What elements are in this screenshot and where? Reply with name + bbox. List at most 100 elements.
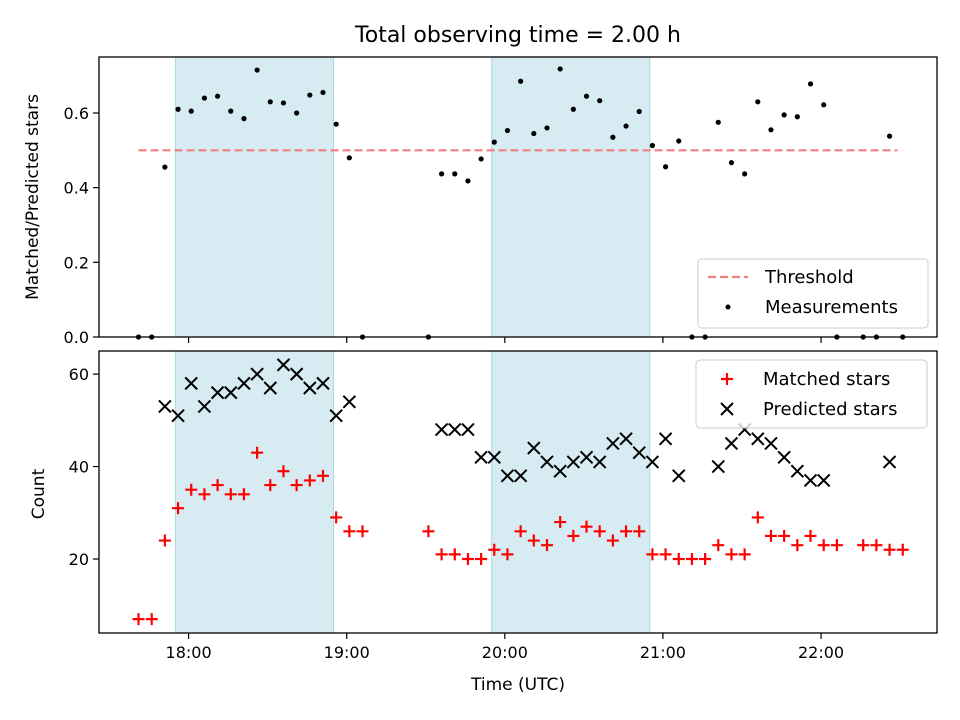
measurement-point (636, 108, 642, 115)
predicted-stars-point (645, 455, 660, 469)
measurement-point (465, 178, 471, 184)
measurement-point (597, 98, 603, 104)
matched-stars-point (158, 534, 171, 547)
top-ytick-label: 0.4 (64, 179, 89, 198)
predicted-stars-point (540, 455, 554, 469)
matched-stars-point (422, 525, 435, 538)
matched-stars-point (145, 613, 158, 626)
matched-stars-point (804, 529, 817, 542)
shaded-interval (491, 56, 651, 338)
bottom-xtick-label: 18:00 (166, 643, 212, 662)
matched-stars-point (567, 529, 580, 542)
matched-stars-point (646, 548, 659, 561)
matched-stars-point (251, 446, 264, 459)
measurement-point (346, 155, 352, 161)
measurement-point (452, 171, 458, 177)
legend-predicted-label: Predicted stars (763, 399, 897, 420)
matched-stars-point (303, 474, 316, 487)
matched-stars-point (475, 553, 488, 566)
predicted-stars-point (316, 376, 330, 391)
matched-stars-point (356, 525, 369, 538)
matched-stars-point (764, 529, 777, 542)
matched-stars-point (699, 553, 712, 566)
matched-stars-point (685, 553, 698, 566)
predicted-stars-point (764, 436, 778, 451)
measurement-point (175, 106, 181, 112)
predicted-stars-point (500, 469, 515, 483)
measurement-point (504, 127, 511, 134)
matched-stars-point (580, 520, 593, 533)
matched-stars-point (738, 548, 751, 561)
top-legend-box (697, 258, 929, 329)
matched-stars-point (527, 534, 540, 547)
measurement-point (728, 160, 735, 166)
predicted-stars-point (224, 385, 238, 400)
matched-stars-point (817, 539, 830, 552)
matched-stars-point (435, 548, 448, 561)
predicted-stars-point (790, 464, 805, 478)
matched-stars-point (540, 539, 553, 552)
bottom-ytick-label: 40 (69, 458, 89, 477)
predicted-stars-point (329, 409, 343, 423)
measurement-point (254, 67, 260, 73)
bottom-xtick-label: 20:00 (482, 643, 528, 662)
measurement-point (676, 138, 682, 144)
matched-stars-point (896, 543, 909, 556)
matched-stars-point (659, 548, 672, 561)
measurement-point (188, 108, 194, 114)
matched-stars-point (198, 488, 211, 501)
top-ylabel: Matched/Predicted stars (23, 94, 43, 300)
measurement-point (438, 171, 445, 177)
predicted-stars-point (751, 432, 765, 446)
chart-title: Total observing time = 2.00 h (354, 23, 681, 48)
shaded-interval (491, 350, 651, 634)
matched-stars-point (277, 465, 290, 478)
measurement-point (570, 106, 576, 112)
measurement-point (491, 139, 497, 145)
bottom-xlabel: Time (UTC) (470, 675, 565, 695)
matched-stars-point (725, 548, 738, 561)
matched-stars-point (343, 525, 356, 538)
legend-matched-swatch (721, 373, 733, 385)
legend-measurements-label: Measurements (765, 297, 898, 318)
measurement-point (162, 164, 168, 170)
matched-stars-point (132, 613, 145, 626)
top-legend: Threshold Measurements (697, 258, 929, 329)
bottom-legend-box (695, 359, 928, 429)
predicted-stars-point (434, 422, 449, 437)
predicted-stars-point (803, 473, 818, 488)
matched-stars-point (751, 511, 764, 524)
measurement-point (886, 133, 893, 139)
measurement-point (715, 119, 721, 125)
matched-stars-point (211, 479, 224, 492)
legend-matched-label: Matched stars (763, 369, 890, 390)
matched-stars-point (593, 525, 606, 538)
measurement-point (333, 121, 339, 127)
predicted-stars-point (619, 432, 633, 446)
matched-stars-point (830, 539, 843, 552)
measurement-point (623, 123, 629, 129)
measurement-point (610, 134, 616, 140)
predicted-stars-point (250, 367, 264, 381)
predicted-stars-point (303, 381, 317, 395)
measurement-point (214, 93, 221, 99)
measurement-point (742, 171, 748, 177)
predicted-stars-point (527, 441, 541, 455)
matched-stars-point (554, 516, 567, 529)
matched-stars-point (290, 479, 303, 492)
matched-stars-point (185, 483, 198, 496)
measurement-point (201, 95, 208, 101)
measurement-point (781, 112, 787, 118)
measurement-point (768, 127, 774, 133)
bottom-ylabel: Count (29, 468, 49, 519)
predicted-stars-point (158, 399, 172, 414)
bottom-xtick-label: 22:00 (798, 643, 844, 662)
bottom-legend: Matched stars Predicted stars (695, 359, 928, 429)
predicted-stars-point (197, 399, 212, 414)
measurement-point (544, 125, 550, 131)
predicted-stars-point (882, 455, 897, 469)
predicted-stars-point (566, 455, 581, 469)
measurement-point (557, 66, 563, 72)
measurement-point (280, 100, 287, 106)
